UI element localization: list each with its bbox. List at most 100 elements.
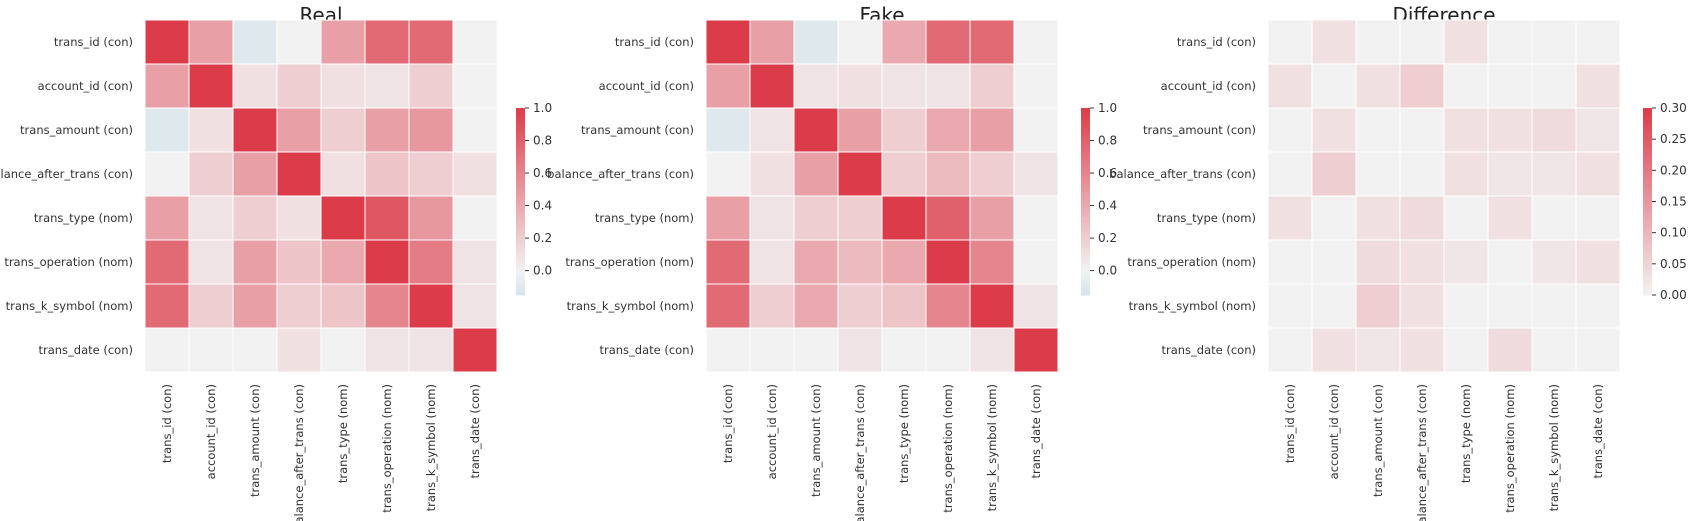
heatmap-cell (705, 283, 751, 329)
heatmap-cell (749, 151, 795, 197)
heatmap-cell (452, 283, 498, 329)
colorbar-segment (1643, 223, 1652, 227)
heatmap-cell (1487, 327, 1533, 373)
colorbar-tick-label: 0.10 (1660, 226, 1687, 240)
colorbar-tick-label: 0.4 (1098, 199, 1117, 213)
colorbar-segment (1643, 126, 1652, 131)
heatmap-cell (1487, 19, 1533, 65)
colorbar-segment (516, 257, 525, 262)
colorbar-segment (1081, 108, 1090, 112)
colorbar-segment (516, 217, 525, 221)
heatmap-cell (364, 327, 410, 373)
heatmap-cell (188, 107, 234, 153)
heatmap-cell (749, 107, 795, 153)
heatmap-cell (1399, 19, 1445, 65)
colorbar-segment (1643, 263, 1652, 268)
heatmap-cell (408, 327, 454, 373)
heatmap-cell (881, 195, 927, 241)
row-tick-label: trans_id (con) (54, 35, 133, 49)
heatmap-cell (1013, 19, 1059, 65)
heatmap-cell (320, 195, 366, 241)
colorbar-tick-label: 0.2 (1098, 231, 1117, 245)
colorbar-segment (1081, 254, 1090, 259)
colorbar-segment (516, 279, 525, 284)
colorbar-tick-label: 0.05 (1660, 257, 1687, 271)
column-tick-label: trans_date (con) (1591, 384, 1605, 479)
colorbar-tick-label: 0.30 (1660, 101, 1687, 115)
heatmap-cell (364, 151, 410, 197)
heatmap-cell (1399, 63, 1445, 109)
heatmap-cell (1443, 19, 1489, 65)
heatmap-cell (1531, 239, 1577, 285)
colorbar-segment (1081, 192, 1090, 196)
heatmap-cell (232, 107, 278, 153)
colorbar-segment (516, 164, 525, 168)
colorbar-segment (516, 238, 525, 243)
heatmap-cell (1443, 107, 1489, 153)
colorbar-segment (1643, 238, 1652, 243)
heatmap-cell (320, 63, 366, 109)
colorbar-segment (516, 223, 525, 227)
heatmap-cell (881, 19, 927, 65)
colorbar-segment (1643, 288, 1652, 293)
colorbar-segment (516, 263, 525, 268)
colorbar-segment (1643, 220, 1652, 224)
heatmap-cell (452, 327, 498, 373)
colorbar-segment (1081, 126, 1090, 131)
heatmap-cell (1531, 63, 1577, 109)
colorbar-segment (1081, 120, 1090, 125)
heatmap-cell (1267, 283, 1313, 329)
heatmap-cell (705, 107, 751, 153)
colorbar-segment (516, 142, 525, 146)
colorbar-segment (1643, 108, 1652, 112)
colorbar-segment (1643, 173, 1652, 178)
row-tick-label: trans_k_symbol (nom) (1129, 299, 1256, 313)
heatmap-cell (320, 239, 366, 285)
colorbar-segment (1081, 151, 1090, 156)
colorbar-segment (1643, 142, 1652, 146)
heatmap-cell (144, 107, 190, 153)
colorbar-segment (1081, 145, 1090, 150)
heatmap-cell (452, 239, 498, 285)
heatmap-cell (408, 63, 454, 109)
heatmap-cell (188, 327, 234, 373)
colorbar-segment (1081, 129, 1090, 134)
heatmap-cell (1531, 283, 1577, 329)
heatmap-cell (320, 327, 366, 373)
colorbar-segment (516, 136, 525, 140)
colorbar-segment (1643, 111, 1652, 115)
colorbar-segment (1643, 226, 1652, 231)
heatmap-cell (793, 239, 839, 285)
heatmap-cell (881, 151, 927, 197)
row-tick-label: account_id (con) (599, 79, 694, 93)
colorbar-segment (516, 198, 525, 202)
heatmap-cell (276, 107, 322, 153)
heatmap-cell (793, 19, 839, 65)
colorbar-tick-label: 1.0 (1098, 101, 1117, 115)
heatmap-cell (1311, 283, 1357, 329)
heatmap-cell (793, 151, 839, 197)
colorbar-segment (1081, 114, 1090, 118)
heatmap-cell (881, 63, 927, 109)
column-tick-label: account_id (con) (765, 384, 779, 479)
colorbar-segment (1643, 189, 1652, 193)
row-tick-label: account_id (con) (38, 79, 133, 93)
row-tick-label: trans_id (con) (615, 35, 694, 49)
column-tick-label: trans_id (con) (721, 384, 735, 463)
row-tick-label: trans_amount (con) (581, 123, 694, 137)
colorbar-segment (1643, 170, 1652, 174)
heatmap-cell (276, 327, 322, 373)
heatmap-cell (1355, 195, 1401, 241)
heatmap-cell (1355, 63, 1401, 109)
colorbar-segment (1081, 185, 1090, 190)
colorbar-segment (1081, 285, 1090, 290)
colorbar-segment (1643, 176, 1652, 181)
colorbar-segment (1081, 173, 1090, 178)
colorbar-segment (516, 160, 525, 165)
colorbar-segment (1643, 282, 1652, 287)
colorbar-segment (1081, 198, 1090, 202)
colorbar-segment (1643, 251, 1652, 255)
heatmap-cell (837, 239, 883, 285)
column-tick-label: balance_after_trans (con) (292, 384, 306, 521)
colorbar-segment (516, 173, 525, 178)
